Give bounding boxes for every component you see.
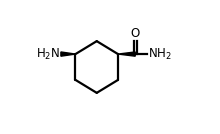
Polygon shape [61,52,75,56]
Text: H$_2$N: H$_2$N [36,46,60,62]
Polygon shape [118,52,135,56]
Text: O: O [131,27,140,40]
Text: NH$_2$: NH$_2$ [148,46,172,62]
